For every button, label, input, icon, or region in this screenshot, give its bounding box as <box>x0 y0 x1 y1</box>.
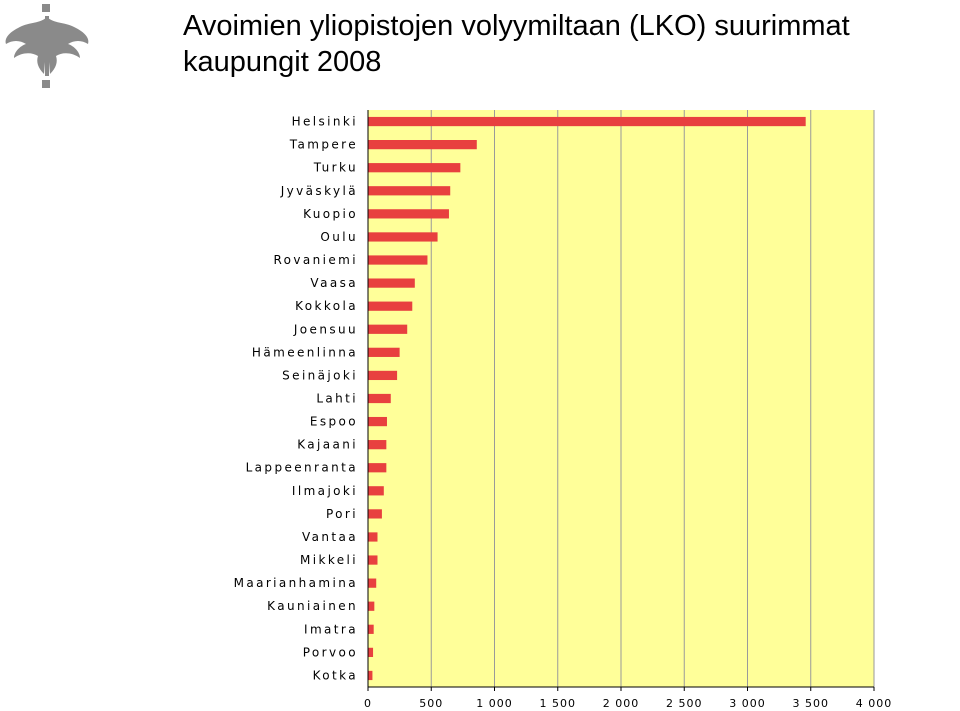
bar <box>368 163 461 173</box>
bar <box>368 532 378 542</box>
bar <box>368 440 387 450</box>
category-label: Espoo <box>310 415 358 429</box>
bar <box>368 463 387 473</box>
category-label: Seinäjoki <box>282 368 358 382</box>
bar <box>368 232 438 242</box>
category-label: Kotka <box>313 668 358 682</box>
bar <box>368 647 374 657</box>
x-tick-label: 500 <box>419 697 443 710</box>
bar <box>368 624 374 634</box>
x-tick-label: 3 000 <box>729 697 766 710</box>
x-tick-label: 3 500 <box>793 697 830 710</box>
category-label: Lahti <box>316 392 358 406</box>
bar <box>368 140 477 150</box>
category-label: Kuopio <box>303 207 358 221</box>
category-label: Lappeenranta <box>246 461 358 475</box>
bar <box>368 347 400 357</box>
bar <box>368 486 384 496</box>
bar <box>368 416 387 427</box>
category-label: Helsinki <box>292 115 358 129</box>
category-label: Jyväskylä <box>280 184 358 198</box>
category-label: Maarianhamina <box>234 576 358 590</box>
category-label: Mikkeli <box>300 553 358 567</box>
category-label: Porvoo <box>303 645 358 659</box>
category-label: Kauniainen <box>267 599 358 613</box>
bar <box>368 601 375 611</box>
bar <box>368 186 451 196</box>
bar <box>368 255 428 265</box>
bar <box>368 393 391 404</box>
bar <box>368 370 398 381</box>
category-label: Vantaa <box>302 530 358 544</box>
bar <box>368 301 413 311</box>
category-label: Pori <box>326 507 358 521</box>
bar <box>368 278 415 288</box>
bar <box>368 509 382 519</box>
category-label: Turku <box>313 161 358 175</box>
university-flame-logo <box>5 4 89 88</box>
bar <box>368 324 408 334</box>
category-label: Oulu <box>320 230 358 244</box>
category-label: Joensuu <box>293 322 358 336</box>
bar <box>368 670 373 681</box>
x-tick-label: 2 000 <box>603 697 640 710</box>
bar <box>368 555 378 565</box>
x-tick-label: 1 500 <box>540 697 577 710</box>
category-label: Imatra <box>304 622 358 636</box>
bar <box>368 578 377 588</box>
x-tick-label: 2 500 <box>666 697 703 710</box>
category-label: Kokkola <box>295 299 358 313</box>
x-tick-label: 1 000 <box>476 697 513 710</box>
bar <box>368 116 806 127</box>
bar <box>368 209 449 219</box>
category-label: Kajaani <box>297 438 358 452</box>
page-title: Avoimien yliopistojen volyymiltaan (LKO)… <box>183 10 850 78</box>
category-label: Vaasa <box>310 276 358 290</box>
category-label: Ilmajoki <box>292 484 358 498</box>
category-label: Rovaniemi <box>273 253 358 267</box>
category-label: Hämeenlinna <box>252 345 358 359</box>
x-tick-label: 0 <box>364 697 372 710</box>
x-tick-label: 4 000 <box>856 697 893 710</box>
category-label: Tampere <box>289 138 358 152</box>
